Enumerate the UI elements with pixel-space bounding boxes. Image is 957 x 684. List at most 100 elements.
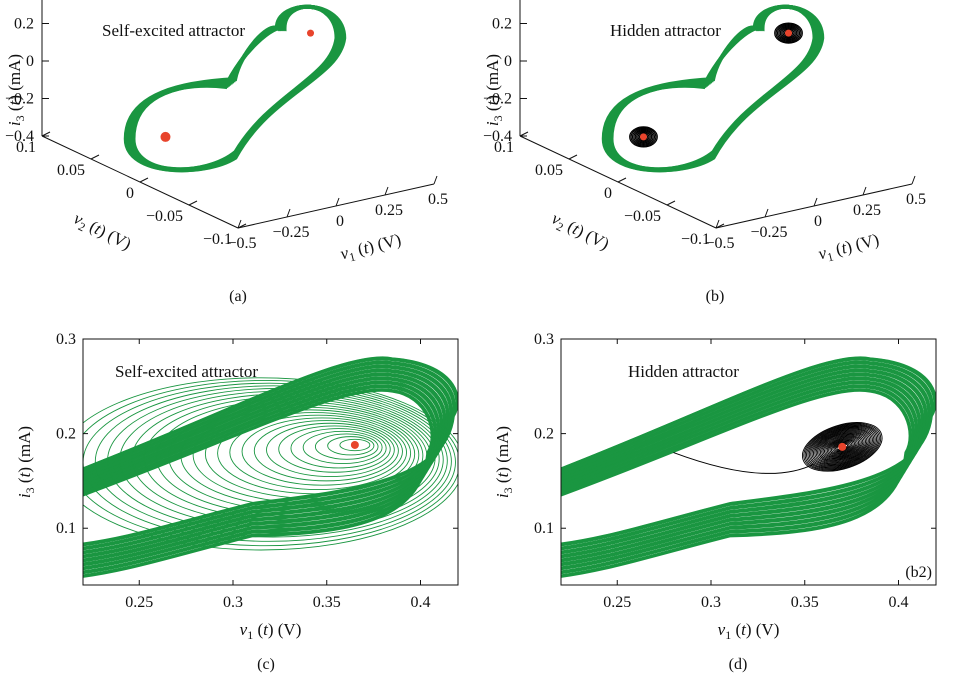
- y-tick-label: −0.05: [146, 208, 183, 225]
- spiral-orbit: [143, 396, 436, 521]
- attractor-body: [123, 4, 347, 173]
- basin-orbit: [824, 436, 861, 458]
- attractor-loop: [83, 380, 440, 568]
- basin-orbit: [828, 438, 857, 456]
- spiral-orbit: [241, 417, 403, 486]
- equilibrium-point: [639, 133, 647, 141]
- attractor-loop: [83, 356, 458, 544]
- attractor-loop: [561, 372, 925, 562]
- z-tick-label: −0.2: [5, 91, 34, 108]
- y-tick-label: 0.1: [16, 139, 36, 156]
- attractor-loop: [561, 388, 912, 576]
- x-tick-label: 0: [336, 213, 344, 230]
- x-tick-label: −0.25: [750, 224, 787, 241]
- equilibrium-point: [307, 29, 315, 37]
- basin-orbit: [803, 422, 882, 471]
- y-tick: [41, 131, 51, 137]
- hidden-basin-high: [782, 28, 795, 38]
- chart-c: 0.25 0.3 0.35 0.4 0.1 0.2 0.3 v1 (t) (V) i3 (t) …: [15, 331, 459, 642]
- y-axis-label: i3 (t) (mA): [493, 426, 515, 498]
- basin-orbit: [801, 422, 883, 472]
- z-tick-label: 0: [504, 53, 512, 70]
- spiral-orbit: [217, 412, 412, 495]
- z-tick-label: 0.2: [492, 16, 512, 33]
- equilibrium-point: [838, 442, 847, 451]
- y-tick: [568, 154, 578, 160]
- y-axis-label: i3 (t) (mA): [15, 426, 37, 498]
- x-tick-label: 0: [814, 213, 822, 230]
- attractor-loop: [561, 372, 925, 560]
- hidden-basin-low: [637, 132, 650, 142]
- basin-orbit: [807, 425, 877, 469]
- equilibrium-point: [350, 440, 359, 449]
- basin-orbit: [822, 435, 862, 459]
- attractor-loop: [561, 368, 928, 556]
- x-axis-label: v1 (t) (V): [240, 620, 302, 642]
- basin-orbit: [806, 424, 879, 469]
- spiral-orbit: [119, 390, 444, 529]
- x-tick: [715, 219, 720, 229]
- x-tick: [862, 186, 867, 196]
- attractor-loop: [561, 364, 931, 552]
- y-tick: [617, 177, 627, 183]
- attractor-loop: [83, 376, 444, 566]
- y-axis-label: v2 (t) (V): [69, 209, 134, 257]
- equilibrium-point: [160, 131, 171, 142]
- attractor-loop: [561, 356, 936, 544]
- hidden-basin-high: [779, 26, 798, 40]
- attractor-loop: [83, 388, 434, 578]
- x-tick-label: 0.35: [313, 594, 341, 611]
- spiral-orbit: [339, 438, 371, 452]
- attractor-loop: [561, 368, 928, 558]
- annotation-label: Hidden attractor: [610, 21, 721, 40]
- attractor-loop: [561, 376, 922, 564]
- x-tick-label: −0.5: [227, 235, 256, 252]
- y-tick-label: 0.05: [535, 162, 563, 179]
- spiral-orbit: [83, 380, 458, 547]
- basin-orbit: [813, 429, 872, 465]
- y-tick: [519, 131, 529, 137]
- chart-a: −0.5−0.2500.250.50.10.050−0.05−0.10.40.2…: [5, 0, 448, 264]
- basin-orbit: [804, 423, 880, 470]
- y-tick-label: 0.1: [494, 139, 514, 156]
- x-tick: [237, 219, 242, 229]
- equilibrium-point: [785, 29, 793, 37]
- y-axis-label: v2 (t) (V): [547, 209, 612, 257]
- basin-orbit: [826, 437, 858, 456]
- basin-orbit: [829, 439, 855, 455]
- x-tick: [764, 208, 769, 218]
- basin-orbit: [815, 430, 869, 463]
- basin-orbit: [814, 429, 871, 464]
- hidden-basin-low: [633, 129, 654, 145]
- x-tick-label: 0.5: [428, 191, 448, 208]
- basin-orbit: [819, 433, 865, 461]
- basin-orbit: [810, 427, 875, 467]
- attractor-loop: [561, 380, 918, 570]
- z-tick-label: −0.4: [5, 128, 34, 145]
- x-tick-label: 0.25: [603, 594, 631, 611]
- spiral-orbit: [83, 377, 458, 551]
- spiral-orbit: [180, 404, 424, 508]
- attractor-loop: [561, 356, 936, 547]
- y-tick-label: 0.2: [56, 426, 76, 443]
- corner-label: (b2): [905, 564, 932, 581]
- attractor-loop: [561, 360, 934, 551]
- x-tick-label: 0.5: [906, 191, 926, 208]
- y-tick-label: −0.1: [681, 231, 710, 248]
- annotation-label: Self-excited attractor: [115, 362, 258, 381]
- x-tick-label: 0.4: [889, 594, 909, 611]
- y-tick-label: −0.05: [624, 208, 661, 225]
- z-tick-label: 0: [26, 53, 34, 70]
- y-tick-label: 0.2: [534, 426, 554, 443]
- x-tick-label: −0.25: [272, 224, 309, 241]
- y-tick: [715, 223, 725, 229]
- spiral-orbit: [278, 425, 391, 473]
- x-axis-label: v1 (t) (V): [718, 620, 780, 642]
- x-tick-label: −0.5: [705, 235, 734, 252]
- basin-orbit: [832, 441, 853, 453]
- x-tick-label: 0.25: [853, 202, 881, 219]
- attractor-loop: [83, 360, 456, 551]
- plot-frame: [82, 338, 459, 586]
- y-tick-label: 0.05: [57, 162, 85, 179]
- hidden-basin-low: [631, 128, 656, 146]
